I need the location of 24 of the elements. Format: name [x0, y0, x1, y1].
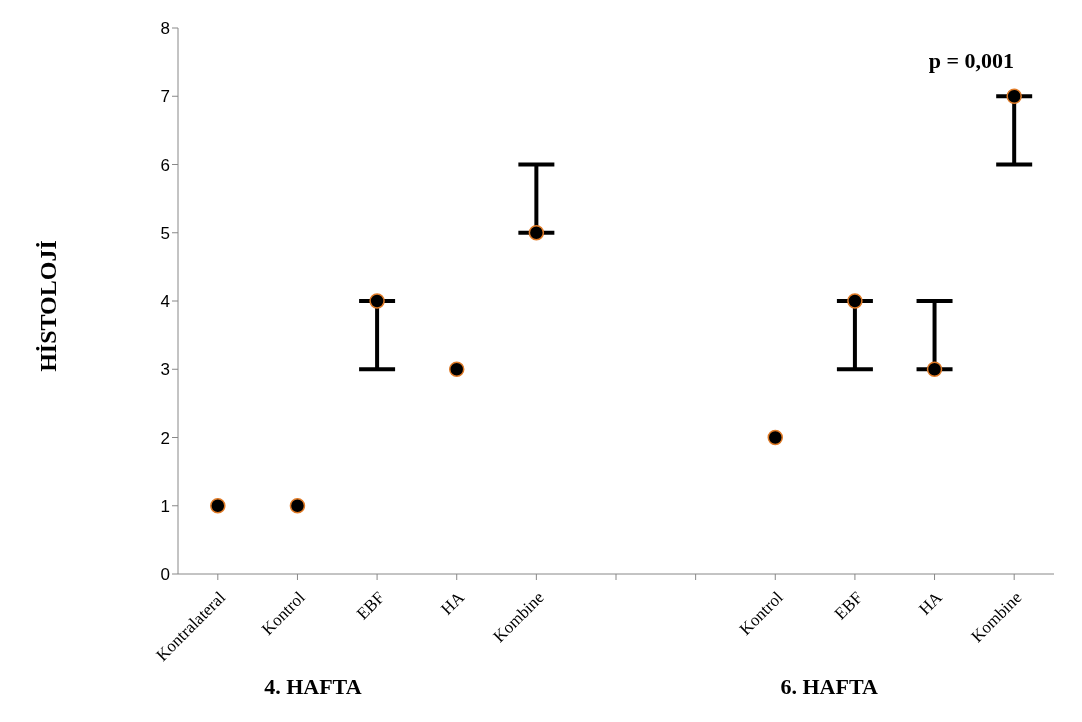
- point: [926, 361, 943, 377]
- y-tick-label: 2: [160, 428, 170, 448]
- text: 6. HAFTA: [780, 674, 878, 700]
- y-tick-label: 1: [160, 496, 170, 516]
- y-tick-label: 8: [160, 19, 170, 39]
- y-tick-label: 4: [160, 292, 170, 312]
- point: [448, 361, 465, 377]
- point: [369, 293, 385, 309]
- y-axis-title: HİSTOLOJİ: [34, 240, 62, 372]
- annotation: p = 0,001: [928, 48, 1014, 74]
- x-tick-label: HA: [915, 587, 947, 619]
- point: [767, 429, 784, 446]
- point: [1006, 88, 1022, 104]
- point: [210, 498, 226, 514]
- y-tick-label: 3: [160, 360, 170, 380]
- y-tick-label: 7: [160, 87, 170, 107]
- text: 4. HAFTA: [264, 674, 362, 700]
- y-tick-label: 0: [160, 565, 170, 585]
- point: [528, 225, 545, 241]
- y-tick-label: 5: [160, 223, 170, 243]
- point: [847, 293, 863, 309]
- x-tick-label: HA: [437, 587, 469, 619]
- point: [289, 498, 306, 514]
- y-tick-label: 6: [160, 155, 170, 175]
